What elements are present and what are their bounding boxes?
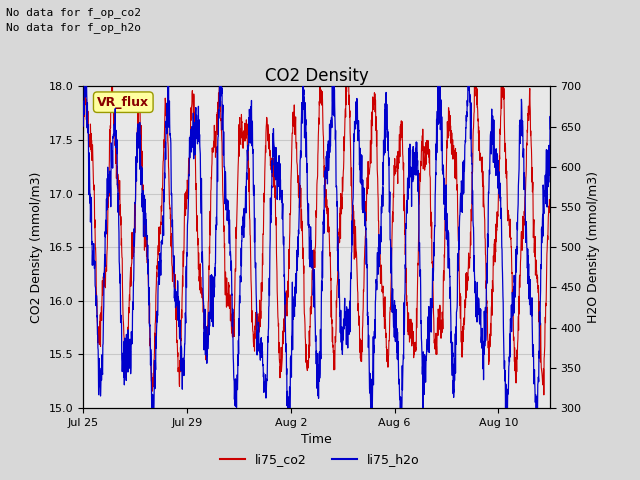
X-axis label: Time: Time [301,433,332,446]
Y-axis label: H2O Density (mmol/m3): H2O Density (mmol/m3) [587,171,600,323]
Text: VR_flux: VR_flux [97,96,149,108]
Text: No data for f_op_h2o: No data for f_op_h2o [6,22,141,33]
Title: CO2 Density: CO2 Density [265,67,369,85]
Text: No data for f_op_co2: No data for f_op_co2 [6,7,141,18]
Legend: li75_co2, li75_h2o: li75_co2, li75_h2o [215,448,425,471]
Y-axis label: CO2 Density (mmol/m3): CO2 Density (mmol/m3) [30,171,43,323]
